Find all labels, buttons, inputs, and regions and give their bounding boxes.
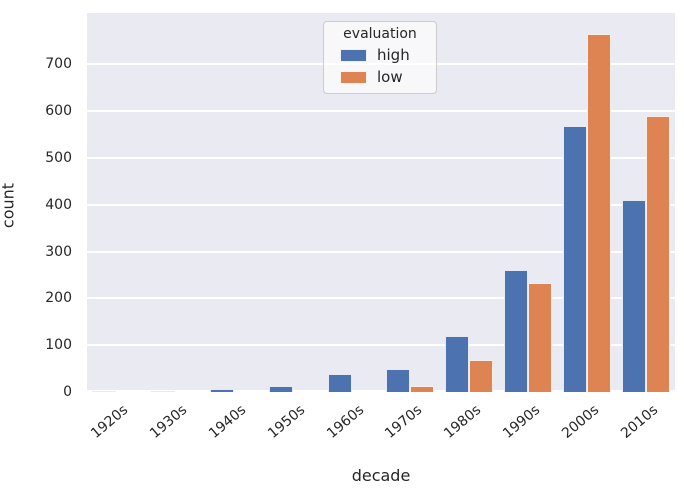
- y-tick-label-500: 500: [45, 150, 72, 167]
- x-tick-label-1980s: 1980s: [441, 402, 485, 442]
- bar-1990s-high: [504, 270, 528, 392]
- plot-area: evaluation high low: [87, 13, 675, 392]
- bar-1990s-low: [528, 283, 552, 392]
- legend-item-high: high: [340, 46, 428, 64]
- bar-1970s-high: [386, 368, 410, 392]
- x-tick-label-1990s: 1990s: [500, 402, 544, 442]
- legend: evaluation high low: [323, 21, 437, 94]
- legend-swatch-low-icon: [340, 70, 367, 84]
- x-tick-label-1920s: 1920s: [88, 402, 132, 442]
- legend-title: evaluation: [343, 26, 417, 42]
- gridline-300: [87, 250, 675, 253]
- bar-1920s-high: [92, 391, 116, 392]
- legend-swatch-high-icon: [340, 48, 367, 62]
- y-tick-label-100: 100: [45, 337, 72, 354]
- gridline-100: [87, 344, 675, 347]
- y-tick-label-200: 200: [45, 290, 72, 307]
- y-tick-label-600: 600: [45, 103, 72, 120]
- x-tick-label-1950s: 1950s: [264, 402, 309, 442]
- x-tick-label-1970s: 1970s: [382, 402, 426, 442]
- bar-1970s-low: [410, 385, 434, 392]
- bar-2010s-low: [646, 115, 670, 392]
- bar-1980s-low: [469, 360, 493, 392]
- legend-label-high: high: [377, 46, 410, 64]
- y-tick-label-400: 400: [45, 196, 72, 213]
- bar-1950s-high: [269, 386, 293, 392]
- gridline-400: [87, 203, 675, 206]
- bar-1930s-high: [151, 391, 175, 392]
- gridline-500: [87, 157, 675, 160]
- gridline-600: [87, 110, 675, 113]
- bar-1940s-high: [210, 388, 234, 392]
- bar-2000s-low: [587, 34, 611, 392]
- legend-item-low: low: [340, 68, 428, 86]
- bar-2000s-high: [563, 126, 587, 392]
- gridline-0: [87, 390, 675, 392]
- bar-1980s-high: [445, 335, 469, 392]
- x-axis-title: decade: [351, 466, 411, 485]
- bar-1960s-high: [328, 374, 352, 392]
- x-tick-label-1960s: 1960s: [323, 402, 367, 442]
- x-tick-label-1930s: 1930s: [147, 402, 191, 442]
- gridline-200: [87, 297, 675, 300]
- x-tick-label-2000s: 2000s: [558, 402, 603, 442]
- y-axis-title: count: [0, 182, 18, 229]
- bar-2010s-high: [622, 200, 646, 392]
- y-tick-label-0: 0: [63, 384, 72, 400]
- x-tick-label-2010s: 2010s: [617, 402, 661, 442]
- y-tick-label-300: 300: [45, 243, 72, 260]
- legend-label-low: low: [377, 68, 403, 86]
- y-tick-label-700: 700: [45, 56, 72, 73]
- x-tick-label-1940s: 1940s: [206, 402, 250, 442]
